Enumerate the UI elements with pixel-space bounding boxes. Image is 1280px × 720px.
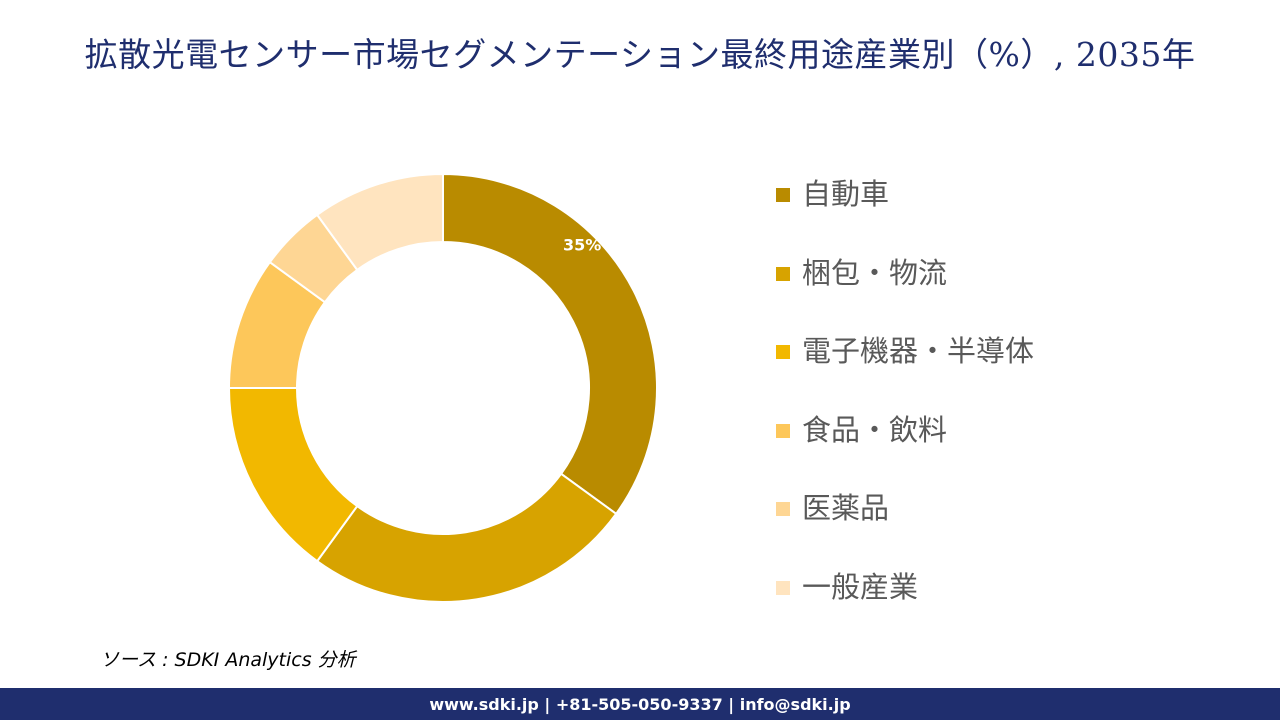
legend-label: 食品・飲料 [802,412,948,447]
donut-chart: 35% [227,172,658,603]
footer-bar: www.sdki.jp | +81-505-050-9337 | info@sd… [0,688,1280,720]
footer-contact: www.sdki.jp | +81-505-050-9337 | info@sd… [429,694,851,714]
legend-swatch [776,502,790,517]
legend-swatch [776,345,790,360]
legend-label: 梱包・物流 [802,255,948,290]
pie-slice [442,172,658,516]
legend-label: 電子機器・半導体 [802,334,1035,369]
legend-item: 電子機器・半導体 [776,329,1034,408]
pie-slice [315,172,444,272]
legend-item: 食品・飲料 [776,408,1034,487]
legend-label: 医薬品 [802,491,890,526]
legend-label: 自動車 [802,177,890,211]
data-label: 35% [563,235,601,254]
legend-item: 梱包・物流 [776,251,1034,330]
legend-swatch [776,188,790,202]
legend-swatch [776,266,790,281]
legend-item: 一般産業 [776,565,1034,644]
source-note: ソース : SDKI Analytics 分析 [100,649,356,671]
legend-swatch [776,580,790,595]
legend-item: 自動車 [776,172,1034,251]
legend-swatch [776,423,790,438]
legend: 自動車梱包・物流電子機器・半導体 食品・飲料医薬品一般産業 [776,172,1034,644]
legend-label: 一般産業 [802,569,919,604]
pie-slice [315,472,618,603]
legend-item: 医薬品 [776,486,1034,565]
chart-title: 拡散光電センサー市場セグメンテーション最終用途産業別（%）, 2035年 [84,35,1196,74]
